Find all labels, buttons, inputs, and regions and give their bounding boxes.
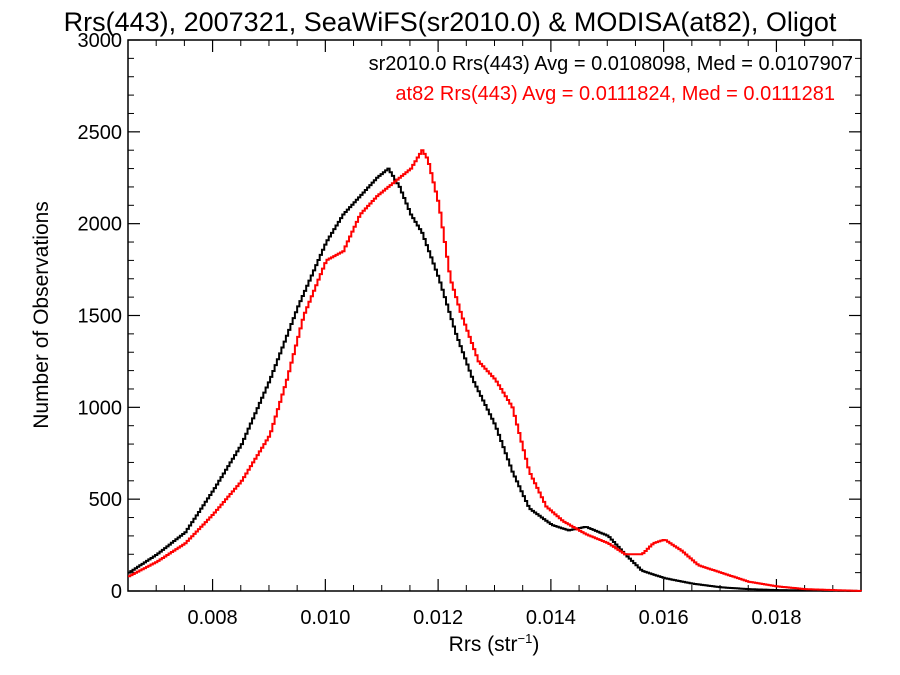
series-layer — [128, 149, 862, 592]
x-axis-label: Rrs (str−1) — [449, 631, 540, 656]
x-tick-label: 0.018 — [751, 607, 801, 629]
y-axis-label: Number of Observations — [30, 201, 53, 429]
legend-entry-sr2010: sr2010.0 Rrs(443) Avg = 0.0108098, Med =… — [369, 53, 853, 75]
y-tick-label: 1500 — [78, 306, 123, 328]
x-axis: 0.008 0.010 0.012 0.014 0.016 0.018 — [127, 40, 862, 629]
y-tick-label: 3000 — [78, 30, 123, 52]
x-tick-label: 0.016 — [639, 607, 689, 629]
legend-entry-at82: at82 Rrs(443) Avg = 0.0111824, Med = 0.0… — [395, 83, 835, 105]
x-tick-label: 0.010 — [300, 607, 350, 629]
series-line-at82 — [128, 149, 862, 592]
x-axis-label-text: Rrs (str — [449, 633, 518, 656]
y-tick-label: 2500 — [78, 122, 123, 144]
y-tick-label: 500 — [89, 489, 122, 511]
x-tick-label: 0.008 — [188, 607, 238, 629]
x-axis-label-superscript: −1 — [518, 631, 533, 646]
plot-frame — [127, 39, 862, 592]
y-axis: 0 500 1000 1500 2000 2500 3000 — [78, 30, 861, 603]
y-tick-label: 1000 — [78, 397, 123, 419]
plot-area: 0.008 0.010 0.012 0.014 0.016 0.018 0 500 1000 1… — [78, 30, 862, 629]
x-tick-label: 0.014 — [526, 607, 576, 629]
series-line-sr2010-0 — [128, 167, 862, 592]
chart-title: Rrs(443), 2007321, SeaWiFS(sr2010.0) & M… — [64, 7, 837, 37]
y-tick-label: 2000 — [78, 214, 123, 236]
y-tick-label: 0 — [111, 581, 122, 603]
x-axis-label-close: ) — [532, 633, 539, 656]
x-tick-label: 0.012 — [413, 607, 463, 629]
